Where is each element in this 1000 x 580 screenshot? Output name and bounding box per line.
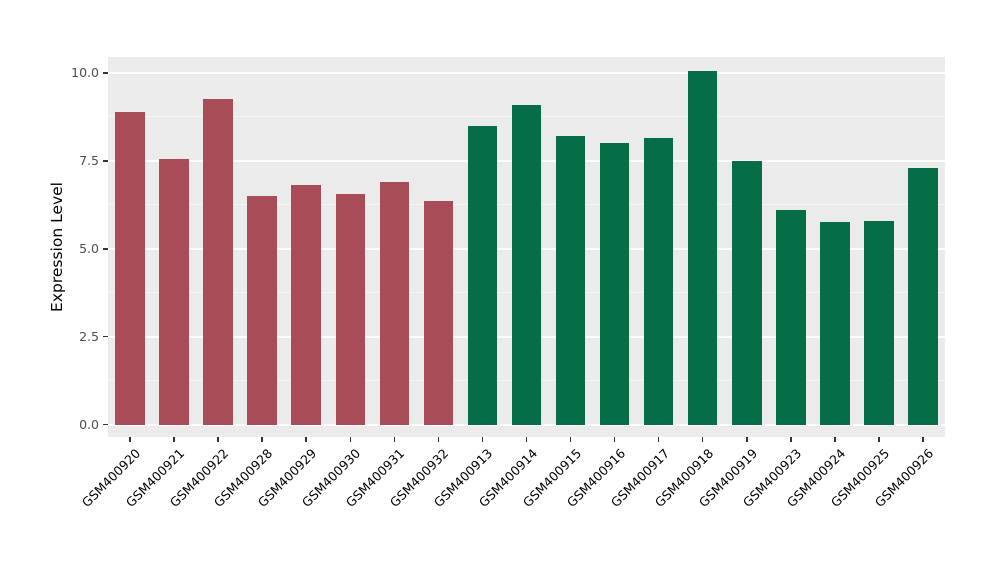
x-tick-mark <box>746 437 748 442</box>
x-tick-mark <box>922 437 924 442</box>
x-tick-mark <box>878 437 880 442</box>
bar-GSM400916 <box>599 143 630 425</box>
x-tick-mark <box>790 437 792 442</box>
bar-GSM400922 <box>203 99 233 425</box>
bar-GSM400924 <box>820 222 850 425</box>
x-tick-mark <box>657 437 660 442</box>
gridline-major <box>108 71 945 74</box>
x-tick-mark <box>834 437 836 442</box>
bar-GSM400925 <box>864 220 894 425</box>
x-tick-mark <box>481 437 484 442</box>
x-tick-mark <box>525 437 528 442</box>
bar-GSM400918 <box>687 71 718 425</box>
y-tick-label: 5.0 <box>79 240 99 256</box>
y-tick-label: 0.0 <box>79 416 99 432</box>
x-tick-mark <box>173 437 175 442</box>
plot-panel <box>108 57 945 437</box>
y-tick-label: 7.5 <box>79 152 99 168</box>
y-tick-mark <box>103 72 108 74</box>
y-tick-mark <box>103 335 108 338</box>
x-tick-mark <box>217 437 219 442</box>
bar-GSM400920 <box>115 111 145 425</box>
x-tick-mark <box>393 437 396 442</box>
y-tick-mark <box>103 248 108 250</box>
x-tick-mark <box>569 437 572 442</box>
x-tick-mark <box>437 437 440 442</box>
bar-GSM400929 <box>291 185 321 425</box>
x-tick-mark <box>305 437 307 442</box>
y-tick-mark <box>103 423 108 426</box>
x-tick-mark <box>701 437 704 442</box>
gridline-major <box>108 423 945 426</box>
y-tick-label: 10.0 <box>71 64 99 80</box>
bar-GSM400915 <box>555 136 586 425</box>
bar-GSM400917 <box>643 137 674 425</box>
x-tick-mark <box>349 437 352 442</box>
y-tick-label: 2.5 <box>79 328 99 344</box>
bar-GSM400914 <box>511 104 542 425</box>
bar-GSM400930 <box>335 194 366 425</box>
bar-GSM400921 <box>159 159 189 425</box>
bar-GSM400926 <box>908 167 938 425</box>
y-axis-title: Expression Level <box>48 182 66 312</box>
bar-GSM400931 <box>379 181 410 425</box>
bar-GSM400919 <box>732 160 762 425</box>
bar-GSM400923 <box>776 210 806 425</box>
bar-GSM400932 <box>423 201 454 425</box>
x-tick-mark <box>613 437 616 442</box>
bar-GSM400928 <box>247 195 277 425</box>
y-tick-mark <box>103 160 108 162</box>
x-tick-mark <box>129 437 131 442</box>
x-tick-mark <box>261 437 263 442</box>
bar-GSM400913 <box>467 125 498 425</box>
